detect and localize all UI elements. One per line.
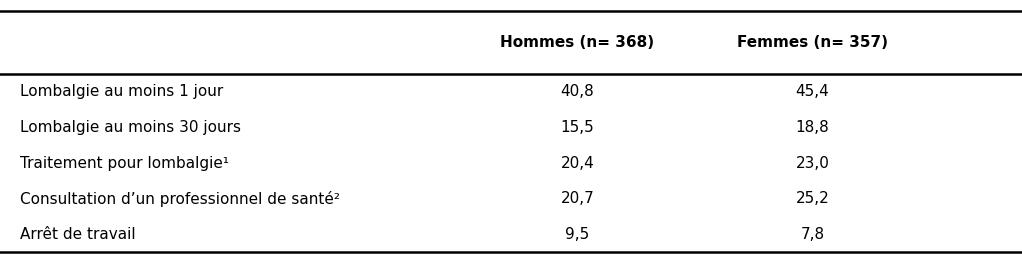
Text: 20,4: 20,4: [560, 155, 595, 171]
Text: 45,4: 45,4: [795, 84, 830, 99]
Text: Lombalgie au moins 1 jour: Lombalgie au moins 1 jour: [20, 84, 224, 99]
Text: Femmes (n= 357): Femmes (n= 357): [737, 34, 888, 50]
Text: 23,0: 23,0: [795, 155, 830, 171]
Text: Consultation d’un professionnel de santé²: Consultation d’un professionnel de santé…: [20, 191, 340, 207]
Text: 40,8: 40,8: [560, 84, 595, 99]
Text: Traitement pour lombalgie¹: Traitement pour lombalgie¹: [20, 155, 230, 171]
Text: Hommes (n= 368): Hommes (n= 368): [501, 34, 654, 50]
Text: 7,8: 7,8: [800, 227, 825, 242]
Text: 25,2: 25,2: [795, 191, 830, 206]
Text: Arrêt de travail: Arrêt de travail: [20, 227, 136, 242]
Text: Lombalgie au moins 30 jours: Lombalgie au moins 30 jours: [20, 120, 241, 135]
Text: 18,8: 18,8: [795, 120, 830, 135]
Text: 20,7: 20,7: [560, 191, 595, 206]
Text: 15,5: 15,5: [560, 120, 595, 135]
Text: 9,5: 9,5: [565, 227, 590, 242]
